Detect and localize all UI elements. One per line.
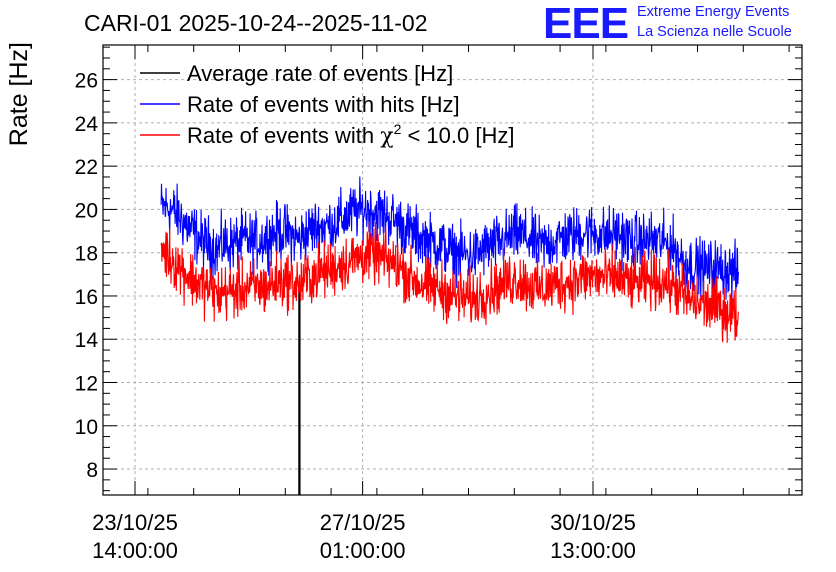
- x-tick-label-date: 27/10/25: [320, 510, 406, 535]
- y-tick-label: 10: [75, 416, 98, 439]
- x-tick-label-time: 14:00:00: [92, 538, 178, 563]
- y-tick-label: 16: [75, 286, 98, 309]
- x-tick-label-date: 30/10/25: [550, 510, 636, 535]
- x-tick-label-time: 13:00:00: [550, 538, 636, 563]
- y-tick-label: 18: [75, 243, 98, 266]
- axis-ticks: [103, 45, 802, 495]
- legend-label: Rate of events with χ2 < 10.0 [Hz]: [187, 121, 514, 149]
- logo-tagline-1: Extreme Energy Events: [637, 4, 790, 20]
- y-tick-label: 8: [86, 459, 98, 482]
- y-tick-label: 12: [75, 373, 98, 396]
- y-tick-label: 26: [75, 70, 98, 93]
- x-tick-label-time: 01:00:00: [320, 538, 406, 563]
- y-tick-label: 14: [75, 329, 99, 352]
- legend: Average rate of events [Hz] Rate of event…: [140, 61, 514, 149]
- y-axis-label: Rate [Hz]: [5, 42, 33, 146]
- plot-frame: [102, 44, 803, 496]
- tick-labels: 8 10 12 14 16 18 20 22 24 26 23/10/25 14:00:00 27/10…: [75, 70, 636, 563]
- x-tick-label-date: 23/10/25: [92, 510, 178, 535]
- chart-title: CARI-01 2025-10-24--2025-11-02: [84, 10, 428, 36]
- y-tick-label: 22: [75, 156, 98, 179]
- series-line-2: [160, 221, 739, 343]
- legend-label: Rate of events with hits [Hz]: [187, 92, 460, 117]
- y-tick-label: 24: [75, 113, 99, 136]
- logo-tagline-2: La Scienza nelle Scuole: [637, 24, 792, 40]
- legend-label: Average rate of events [Hz]: [187, 61, 453, 86]
- series-line-0: [298, 286, 301, 495]
- y-tick-label: 20: [75, 199, 98, 222]
- eee-logo: EEE: [543, 0, 629, 48]
- series-layer: [160, 176, 739, 495]
